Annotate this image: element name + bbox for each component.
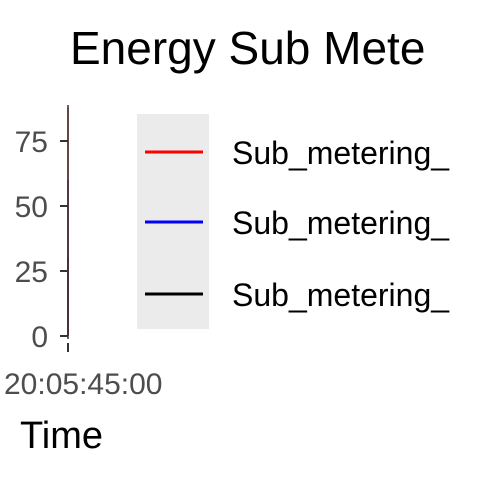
y-tick-label: 50 [15, 191, 48, 224]
x-axis-label: Time [20, 415, 103, 457]
chart-title: Energy Sub Mete [70, 22, 425, 74]
y-tick-label: 0 [31, 321, 48, 354]
legend: Sub_metering_ Sub_metering_ Sub_metering_ [145, 135, 450, 313]
y-tick-label: 25 [15, 256, 48, 289]
x-tick-label: 20:05:45:00 [4, 368, 162, 401]
legend-label: Sub_metering_ [232, 205, 450, 241]
y-axis-ticks: 0 25 50 75 [15, 126, 68, 354]
legend-label: Sub_metering_ [232, 135, 450, 171]
y-tick-label: 75 [15, 126, 48, 159]
legend-label: Sub_metering_ [232, 277, 450, 313]
